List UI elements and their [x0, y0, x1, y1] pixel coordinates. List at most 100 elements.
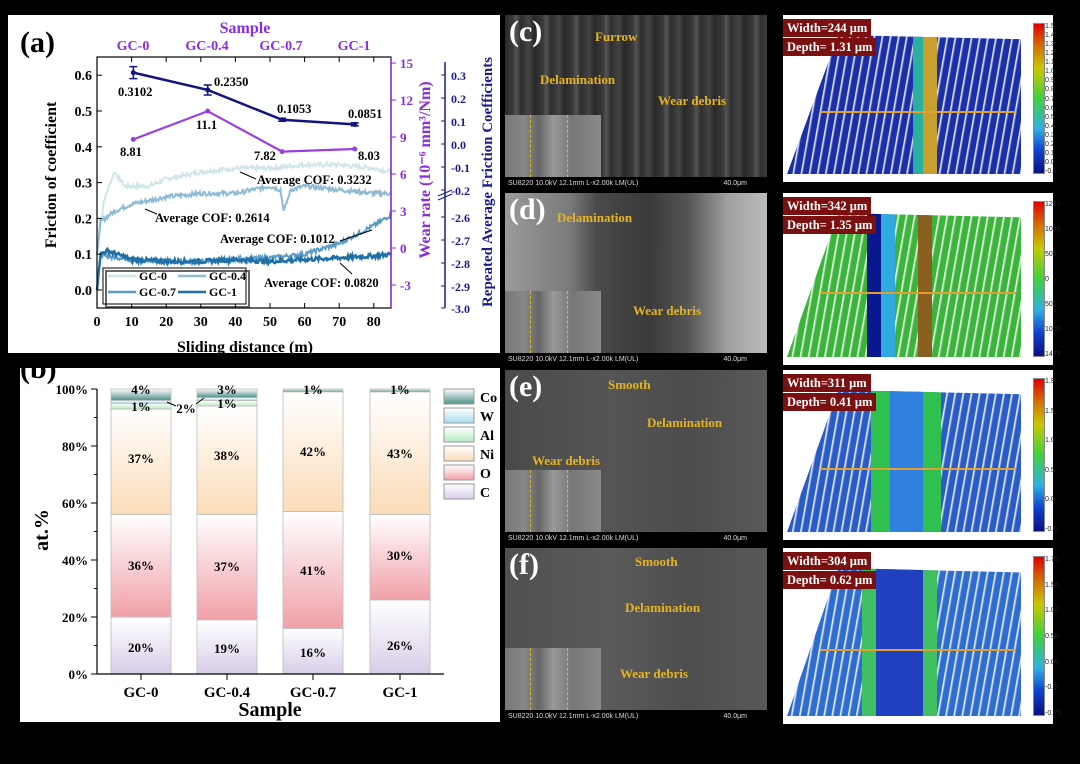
repeated-axis-title: Repeated Average Friction Coefficients	[480, 57, 496, 307]
scale-bar-label: 40.0μm	[723, 535, 748, 542]
annotation-gc04: Average COF: 0.2614	[155, 211, 270, 225]
width-label: Width=244 μm	[783, 19, 872, 37]
y-tick-label: 0.2	[75, 212, 93, 227]
wear-track-band	[880, 213, 895, 357]
repeated-tick-label: -0.2	[451, 184, 470, 198]
wear-rate-label: 8.81	[120, 145, 142, 159]
bar-segment-ni	[369, 391, 431, 515]
repeated-tick-label: -3.0	[451, 302, 470, 316]
scale-bar-label: 40.0μm	[723, 180, 748, 187]
repeated-tick-label: -2.8	[451, 257, 470, 271]
colorbar-tick: 0.7	[1045, 95, 1055, 103]
colorbar-gradient	[1033, 23, 1045, 174]
y-tick-label: 60%	[62, 496, 88, 511]
segment-label: 37%	[128, 451, 154, 466]
x-tick-label: GC-0.4	[204, 685, 251, 701]
x-tick-label: GC-0.7	[290, 685, 337, 701]
legend-swatch	[443, 426, 475, 443]
repeated-tick-label: -2.9	[451, 280, 470, 294]
avg-cof-line	[133, 71, 355, 126]
panel-a-background	[8, 15, 500, 353]
sem-info-bar: SU8220 10.0kV 12.1mm L-x2.00k LM(UL) 40.0…	[505, 532, 767, 546]
wear-rate-label: 7.82	[254, 149, 276, 163]
colorbar-tick: 0.3	[1045, 131, 1055, 139]
avg-cof-label: 0.2350	[214, 75, 248, 89]
axis-break-icon	[437, 189, 453, 201]
label-wear-debris: Wear debris	[658, 93, 727, 108]
bar-segment-co	[110, 388, 172, 401]
cof-curve-gc-0	[96, 160, 392, 255]
avg-cof-point	[130, 70, 136, 76]
colorbar-tick: 0.5	[1045, 466, 1055, 474]
legend-label: GC-0.4	[209, 269, 246, 283]
colorbar-tick: 500	[1045, 301, 1057, 308]
label-wear-debris: Wear debris	[620, 666, 689, 681]
depth-label: Depth= 0.62 μm	[783, 571, 877, 589]
bar-segment-c	[369, 599, 431, 675]
wear-rate-line	[132, 109, 355, 153]
x-tick-label: 50	[263, 315, 277, 330]
inset-image	[505, 470, 601, 532]
y-axis-title-b: at.%	[31, 509, 53, 551]
x-axis-title-a: Sliding distance (m)	[177, 339, 313, 356]
y-tick-label: 40%	[62, 553, 88, 568]
y-tick-label: 100%	[56, 382, 89, 397]
top-tick-label: GC-0.7	[259, 39, 302, 54]
legend-swatch	[443, 445, 475, 462]
segment-label: 16%	[300, 645, 326, 660]
wear-rate-label: 8.03	[358, 149, 380, 163]
wear-tick-label: 9	[400, 130, 407, 145]
wear-rate-point	[205, 108, 211, 114]
profile-line	[819, 292, 1017, 295]
wear-tick-label: 12	[400, 93, 413, 108]
axis-ticks-a: 0 10 20 30 40 50 60 70 800.00.10.20.30.40.50.6GC…	[75, 39, 471, 330]
depth-label: Depth= 1.35 μm	[783, 216, 877, 234]
wear-tick-label: 6	[400, 167, 407, 182]
repeated-tick-label: -0.1	[451, 161, 470, 175]
x-tick-label: 70	[332, 315, 346, 330]
avg-cof-point	[205, 87, 211, 93]
colorbar-tick: -0.1	[1045, 168, 1058, 175]
x-tick-label: GC-1	[383, 685, 418, 701]
colorbar-gradient	[1033, 378, 1045, 532]
top-tick-label: GC-1	[338, 39, 371, 54]
legend-swatch	[443, 483, 475, 500]
segment-label: 4%	[131, 382, 151, 397]
legend-label: W	[480, 410, 494, 425]
colorbar-gradient	[1033, 201, 1045, 357]
x-tick-label: 20	[159, 315, 173, 330]
colorbar-tick: 500	[1045, 251, 1057, 258]
surface-profile-3: Width=311 μm Depth= 0.41 μm	[783, 370, 1031, 540]
colorbar-tick: 0.00	[1045, 658, 1059, 666]
label-delamination: Delamination	[625, 600, 701, 615]
surface-profile-2: Width=342 μm Depth= 1.35 μm	[783, 193, 1031, 365]
panel-tag: (f)	[509, 548, 539, 581]
y-tick-label: 0.6	[75, 69, 93, 84]
segment-label: 43%	[387, 446, 413, 461]
x-tick-label: 80	[367, 315, 381, 330]
segment-label: 1%	[303, 382, 323, 397]
profile-line	[819, 111, 1017, 114]
bar-segment-ni	[196, 405, 258, 515]
colorbar-tick: 1.3	[1045, 41, 1055, 49]
segment-label: 1%	[217, 396, 237, 411]
wear-rate-point	[279, 149, 285, 155]
label-smooth: Smooth	[635, 554, 678, 569]
width-label: Width=311 μm	[783, 374, 871, 392]
colorbar-tick: -0.5	[1045, 684, 1058, 692]
sem-info: SU8220 10.0kV 12.1mm L-x2.00k LM(UL)	[508, 180, 639, 187]
legend-swatch	[443, 388, 475, 405]
summary-series: 0.3102 0.2350 0.1053 0.0851 8.81 11.1 7.82 8.03	[118, 65, 382, 163]
segment-label: 2%	[176, 401, 196, 416]
colorbar-tick: 1287	[1045, 201, 1061, 208]
y-axis-title-a: Friction of coefficient	[43, 101, 60, 248]
colorbar-tick: 0	[1045, 276, 1049, 283]
panel-tag: (e)	[509, 370, 543, 403]
colorbar-tick: 1.0	[1045, 68, 1055, 76]
label-smooth: Smooth	[608, 377, 651, 392]
legend-label: Co	[480, 391, 497, 406]
scale-bar-label: 40.0μm	[723, 356, 748, 363]
avg-cof-label: 0.3102	[118, 85, 152, 99]
bar-segment-co	[282, 388, 344, 393]
segment-label: 42%	[300, 444, 326, 459]
